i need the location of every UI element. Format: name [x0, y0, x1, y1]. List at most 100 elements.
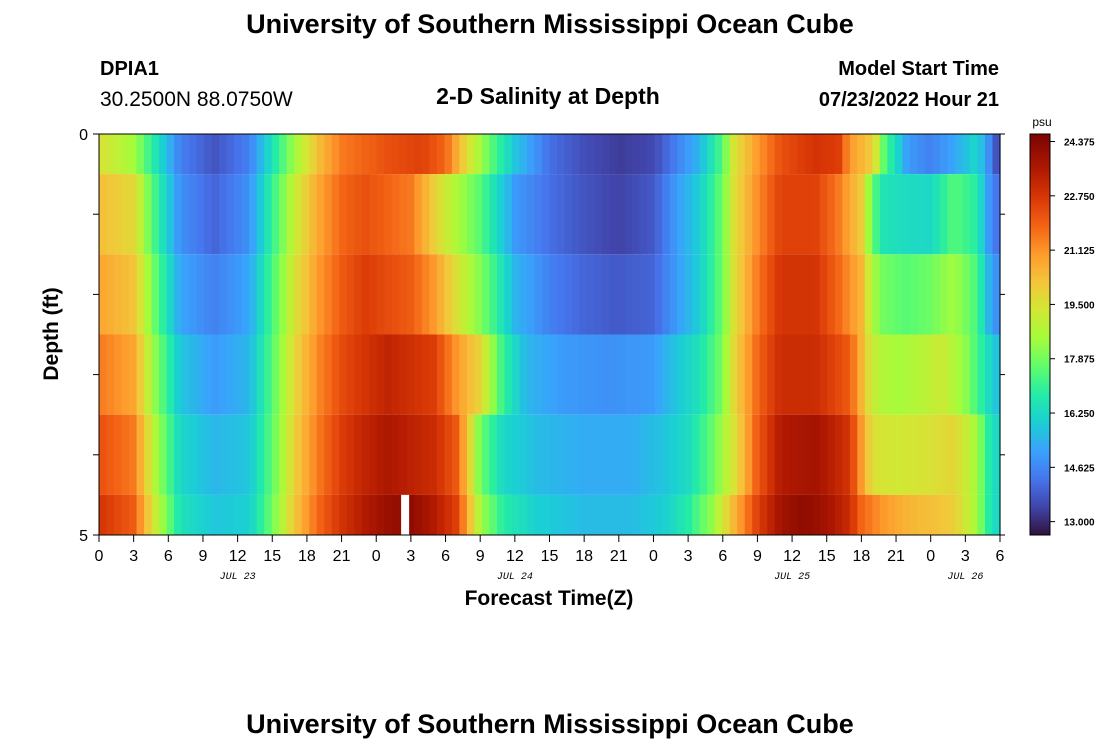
heatmap-cell: [909, 334, 919, 415]
heatmap-cell: [639, 414, 648, 495]
heatmap-cell: [954, 174, 964, 255]
x-tick-label: 15: [818, 548, 836, 565]
heatmap-cell: [474, 174, 483, 255]
heatmap-cell: [436, 174, 445, 255]
heatmap-cell: [496, 494, 506, 535]
heatmap-cell: [264, 254, 273, 335]
heatmap-cell: [301, 414, 310, 495]
heatmap-cell: [174, 174, 183, 255]
heatmap-cell: [166, 494, 175, 535]
heatmap-cell: [241, 174, 250, 255]
heatmap-cell: [376, 494, 385, 535]
heatmap-cell: [984, 494, 994, 535]
heatmap-cell: [534, 334, 543, 415]
heatmap-cell: [699, 494, 708, 535]
heatmap-cell: [174, 414, 183, 495]
heatmap-cell: [256, 134, 265, 175]
heatmap-cell: [106, 494, 115, 535]
heatmap-cell: [887, 134, 896, 175]
heatmap-cell: [932, 494, 941, 535]
heatmap-cell: [939, 134, 949, 175]
heatmap-cell: [361, 134, 370, 175]
heatmap-cell: [857, 414, 866, 495]
heatmap-cell: [309, 414, 318, 495]
heatmap-cell: [797, 134, 806, 175]
heatmap-cell: [969, 334, 979, 415]
heatmap-cell: [872, 334, 881, 415]
heatmap-cell: [992, 134, 1001, 175]
heatmap-cell: [827, 174, 836, 255]
heatmap-cell: [391, 174, 400, 255]
heatmap-cell: [804, 134, 813, 175]
heatmap-cell: [819, 134, 828, 175]
heatmap-cell: [774, 254, 783, 335]
heatmap-cell: [932, 414, 941, 495]
heatmap-cells: [99, 134, 1001, 535]
heatmap-cell: [519, 334, 528, 415]
heatmap-cell: [804, 414, 813, 495]
heatmap-cell: [872, 174, 881, 255]
heatmap-cell: [954, 134, 964, 175]
heatmap-cell: [639, 134, 648, 175]
heatmap-cell: [384, 254, 393, 335]
heatmap-cell: [271, 134, 280, 175]
heatmap-cell: [669, 334, 678, 415]
heatmap-cell: [632, 254, 641, 335]
heatmap-cell: [939, 494, 949, 535]
heatmap-cell: [774, 414, 783, 495]
heatmap-cell: [564, 134, 573, 175]
x-tick-label: 6: [996, 548, 1005, 565]
heatmap-cell: [211, 494, 220, 535]
heatmap-cell: [684, 134, 693, 175]
heatmap-cell: [324, 414, 333, 495]
heatmap-cell: [331, 254, 340, 335]
heatmap-cell: [414, 334, 423, 415]
heatmap-cell: [474, 254, 483, 335]
heatmap-cell: [519, 414, 528, 495]
heatmap-cell: [376, 254, 385, 335]
heatmap-cell: [812, 134, 821, 175]
heatmap-cell: [99, 174, 108, 255]
heatmap-cell: [587, 494, 596, 535]
heatmap-cell: [834, 494, 843, 535]
heatmap-cell: [339, 494, 348, 535]
heatmap-cell: [669, 494, 678, 535]
heatmap-cell: [594, 414, 603, 495]
heatmap-cell: [909, 414, 919, 495]
heatmap-cell: [189, 254, 198, 335]
heatmap-cell: [624, 494, 633, 535]
heatmap-cell: [166, 174, 175, 255]
heatmap-cell: [864, 494, 873, 535]
heatmap-cell: [729, 494, 738, 535]
heatmap-cell: [324, 254, 333, 335]
heatmap-cell: [466, 494, 476, 535]
heatmap-cell: [436, 254, 445, 335]
heatmap-cell: [917, 174, 926, 255]
heatmap-cell: [707, 254, 716, 335]
heatmap-cell: [602, 494, 611, 535]
heatmap-cell: [662, 414, 671, 495]
data-gap-layer: [401, 494, 410, 535]
heatmap-cell: [316, 414, 325, 495]
heatmap-cell: [391, 334, 400, 415]
heatmap-cell: [496, 414, 506, 495]
heatmap-cell: [864, 414, 873, 495]
heatmap-cell: [684, 414, 693, 495]
x-tick-label: 3: [406, 548, 415, 565]
heatmap-cell: [316, 134, 325, 175]
heatmap-cell: [541, 174, 551, 255]
heatmap-cell: [722, 134, 731, 175]
heatmap-cell: [399, 414, 408, 495]
heatmap-cell: [444, 134, 453, 175]
heatmap-cell: [234, 174, 243, 255]
heatmap-cell: [466, 414, 476, 495]
heatmap-cell: [662, 174, 671, 255]
heatmap-cell: [99, 254, 108, 335]
heatmap-cell: [511, 134, 521, 175]
heatmap-cell: [954, 254, 964, 335]
heatmap-cell: [121, 254, 130, 335]
heatmap-cell: [249, 134, 258, 175]
heatmap-cell: [414, 494, 423, 535]
heatmap-cell: [226, 334, 235, 415]
heatmap-cell: [939, 254, 949, 335]
